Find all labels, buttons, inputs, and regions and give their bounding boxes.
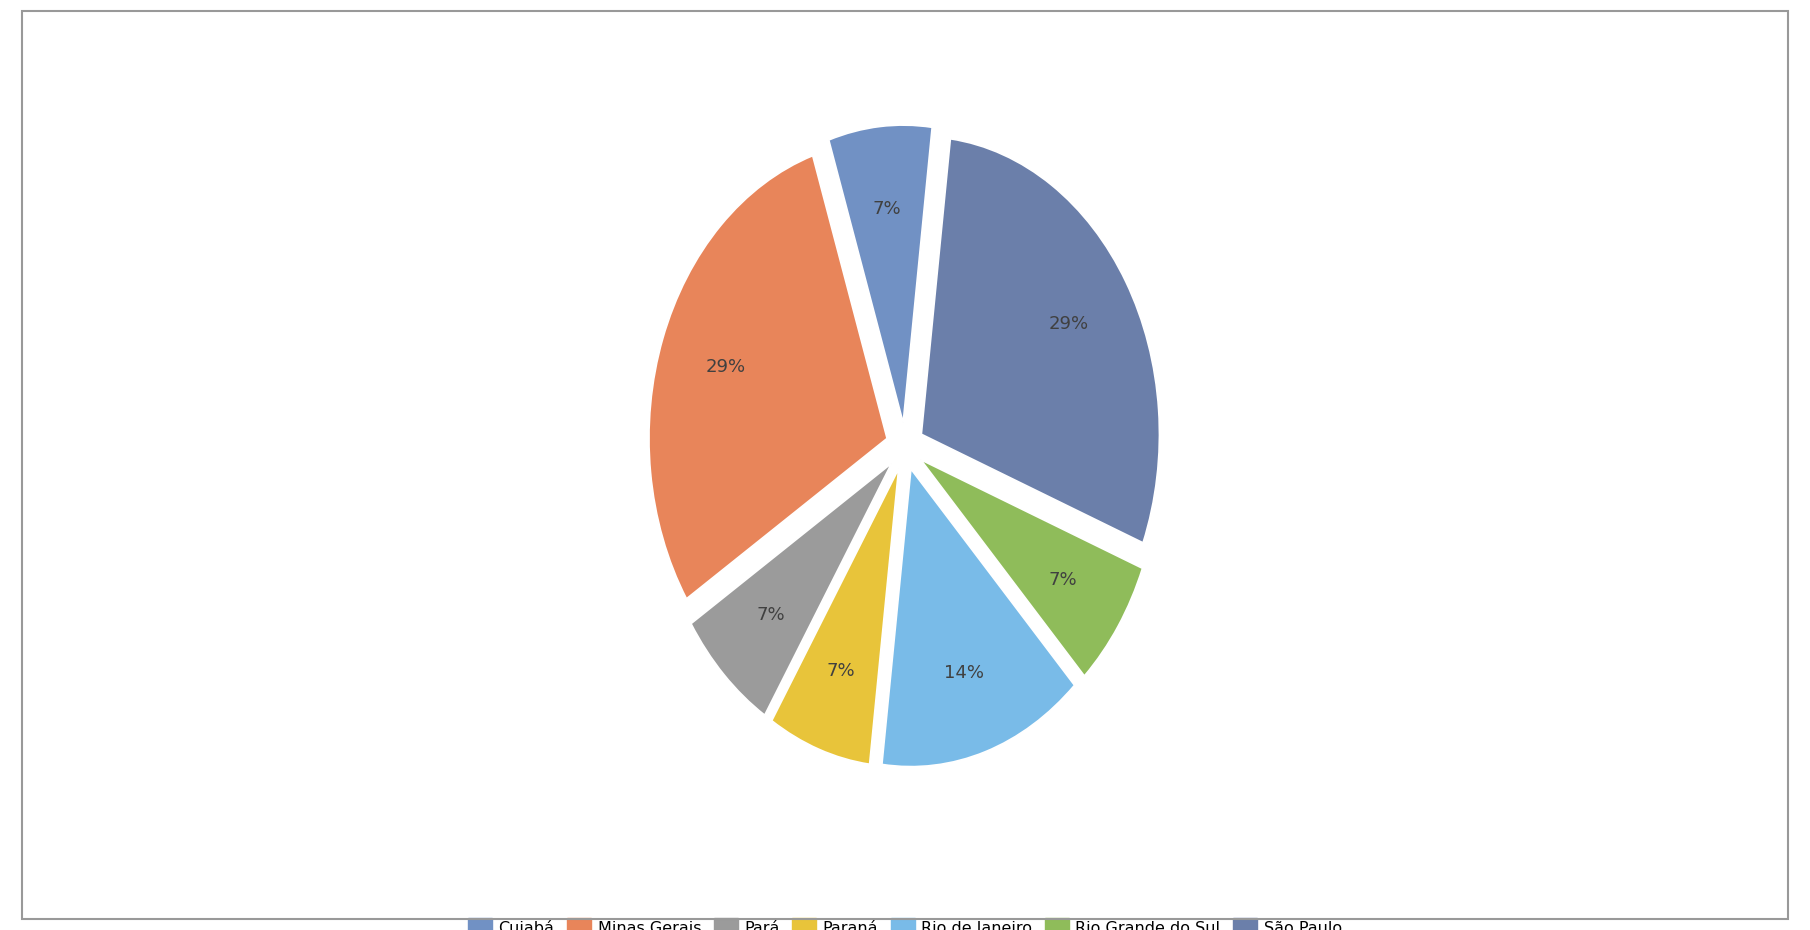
Text: 29%: 29% xyxy=(706,357,746,376)
Wedge shape xyxy=(881,469,1075,766)
Wedge shape xyxy=(921,459,1142,676)
Wedge shape xyxy=(691,463,892,715)
Text: 7%: 7% xyxy=(1048,570,1077,589)
Wedge shape xyxy=(771,469,898,764)
Wedge shape xyxy=(829,126,932,423)
Legend: Cuiabá, Minas Gerais, Pará, Paraná, Rio de Janeiro, Rio Grande do Sul, São Paulo: Cuiabá, Minas Gerais, Pará, Paraná, Rio … xyxy=(462,912,1348,930)
Text: 7%: 7% xyxy=(872,201,901,219)
Wedge shape xyxy=(921,139,1160,543)
Text: 7%: 7% xyxy=(757,606,786,624)
Text: 14%: 14% xyxy=(945,664,985,682)
Text: 7%: 7% xyxy=(827,661,856,680)
Text: 29%: 29% xyxy=(1048,315,1088,334)
Wedge shape xyxy=(650,155,887,599)
